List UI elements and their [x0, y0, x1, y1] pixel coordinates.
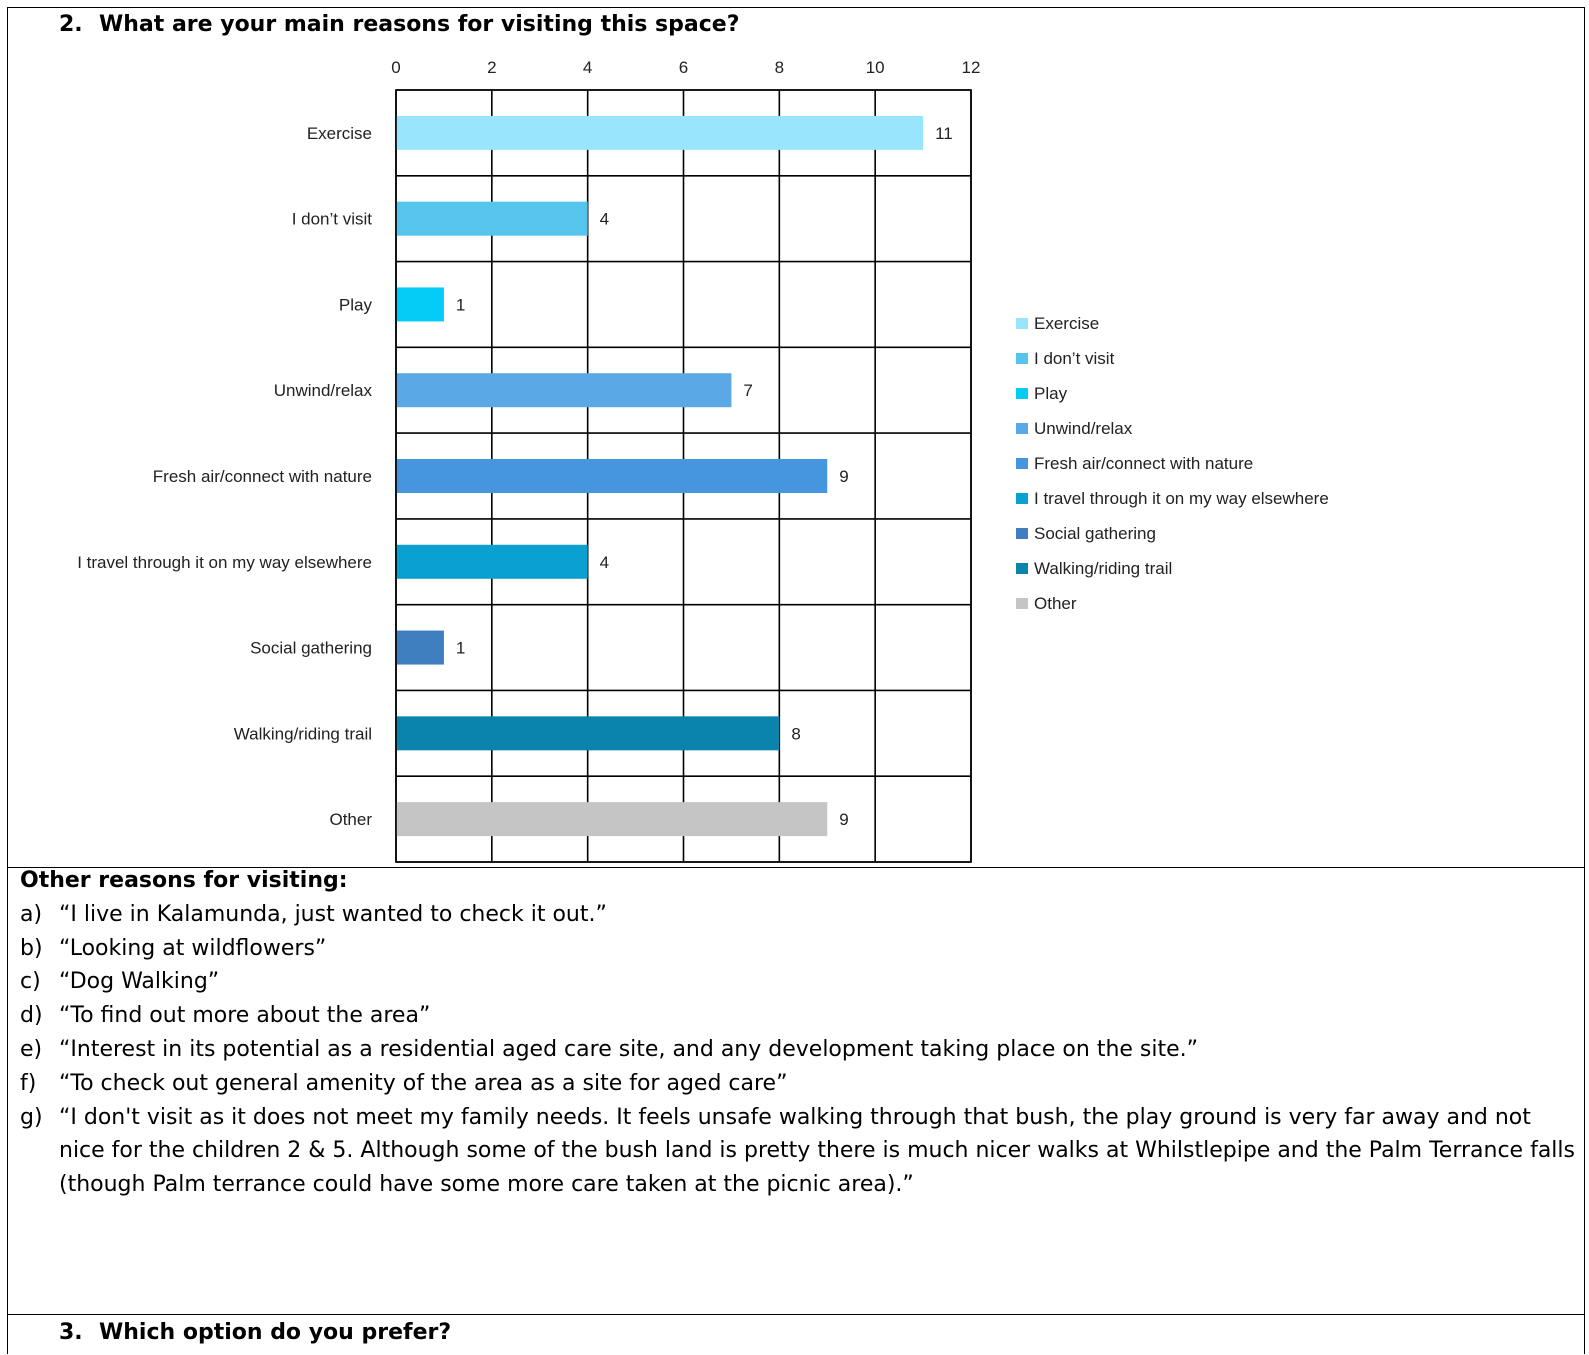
category-label: Social gathering	[250, 639, 372, 658]
legend-swatch	[1016, 528, 1028, 539]
legend-item: I travel through it on my way elsewhere	[1016, 481, 1329, 516]
list-item-text: “Interest in its potential as a resident…	[59, 1036, 1199, 1062]
legend-item: Fresh air/connect with nature	[1016, 446, 1329, 481]
data-label: 1	[456, 295, 465, 314]
list-item-text: “Looking at wildflowers”	[59, 935, 327, 961]
list-item-text: “I live in Kalamunda, just wanted to che…	[59, 901, 607, 927]
list-item: f) “To check out general amenity of the a…	[20, 1067, 1575, 1101]
list-item: e) “Interest in its potential as a reside…	[20, 1033, 1575, 1067]
legend-item: Unwind/relax	[1016, 411, 1329, 446]
list-item: g) “I don't visit as it does not meet my …	[20, 1101, 1575, 1202]
data-label: 7	[743, 381, 752, 400]
list-item-text: “To check out general amenity of the are…	[59, 1070, 788, 1096]
x-tick-label: 12	[962, 58, 981, 77]
x-tick-label: 6	[679, 58, 688, 77]
list-item-letter: d)	[20, 1003, 43, 1029]
other-reasons-section: Other reasons for visiting: a) “I live in…	[20, 864, 1575, 1202]
legend-label: Walking/riding trail	[1034, 558, 1173, 578]
legend-item: Other	[1016, 586, 1329, 621]
legend-item: I don’t visit	[1016, 341, 1329, 376]
bar	[396, 373, 732, 408]
question-2-text: What are your main reasons for visiting …	[99, 12, 740, 37]
x-tick-label: 0	[391, 58, 400, 77]
legend-swatch	[1016, 353, 1028, 364]
other-reasons-list: a) “I live in Kalamunda, just wanted to c…	[20, 898, 1575, 1202]
x-tick-label: 4	[583, 58, 592, 77]
list-item-letter: b)	[20, 935, 43, 961]
list-item: b) “Looking at wildflowers”	[20, 932, 1575, 966]
data-label: 9	[839, 467, 848, 486]
legend-label: Fresh air/connect with nature	[1034, 453, 1254, 473]
category-label: Unwind/relax	[274, 381, 373, 400]
legend-swatch	[1016, 563, 1028, 574]
list-item-text: “To find out more about the area”	[59, 1003, 431, 1029]
category-label: Exercise	[307, 124, 372, 143]
legend-item: Social gathering	[1016, 516, 1329, 551]
plot-border	[395, 89, 972, 863]
list-item-letter: a)	[20, 901, 43, 927]
list-item-letter: c)	[20, 969, 41, 995]
list-item: d) “To find out more about the area”	[20, 999, 1575, 1033]
legend-item: Walking/riding trail	[1016, 551, 1329, 586]
list-item: a) “I live in Kalamunda, just wanted to c…	[20, 898, 1575, 932]
bar	[396, 459, 828, 493]
question-2-number: 2.	[59, 12, 83, 37]
category-label: I travel through it on my way elsewhere	[77, 553, 372, 572]
bar	[396, 544, 588, 579]
legend-label: I travel through it on my way elsewhere	[1034, 488, 1329, 508]
list-item-text: “I don't visit as it does not meet my fa…	[59, 1104, 1575, 1198]
legend-item: Exercise	[1016, 306, 1329, 341]
legend-item: Play	[1016, 376, 1329, 411]
category-label: Other	[329, 810, 372, 829]
list-item-letter: e)	[20, 1036, 43, 1062]
legend-swatch	[1016, 318, 1028, 329]
question-3-text: Which option do you prefer?	[99, 1320, 452, 1345]
data-label: 11	[935, 124, 953, 143]
bar	[396, 201, 588, 236]
question-2-heading: 2. What are your main reasons for visitin…	[59, 12, 739, 37]
legend-swatch	[1016, 423, 1028, 434]
section-divider	[7, 867, 1585, 868]
data-label: 9	[839, 810, 848, 829]
legend-label: Social gathering	[1034, 523, 1156, 543]
category-label: Fresh air/connect with nature	[153, 467, 372, 486]
data-label: 4	[600, 553, 609, 572]
bar-chart: 0 2 4 6 8 10 12 Exercise 11 I don’t visit 4 Play 1 Un…	[77, 58, 981, 863]
x-tick-label: 10	[866, 58, 885, 77]
legend-swatch	[1016, 493, 1028, 504]
bar	[396, 115, 924, 150]
question-3-number: 3.	[59, 1320, 83, 1345]
bar	[396, 716, 780, 751]
legend-label: Unwind/relax	[1034, 418, 1133, 438]
legend-swatch	[1016, 458, 1028, 469]
x-tick-label: 8	[775, 58, 784, 77]
bar	[396, 802, 828, 837]
legend-label: I don’t visit	[1034, 348, 1115, 368]
chart-legend: Exercise I don’t visit Play Unwind/relax Fre…	[1016, 306, 1329, 621]
list-item: c) “Dog Walking”	[20, 965, 1575, 999]
data-label: 8	[791, 724, 800, 743]
legend-swatch	[1016, 598, 1028, 609]
legend-swatch	[1016, 388, 1028, 399]
question-3-heading: 3. Which option do you prefer?	[59, 1320, 451, 1345]
data-label: 4	[600, 210, 609, 229]
list-item-text: “Dog Walking”	[59, 969, 220, 995]
x-tick-label: 2	[487, 58, 496, 77]
legend-label: Exercise	[1034, 313, 1100, 333]
list-item-letter: g)	[20, 1104, 43, 1130]
list-item-letter: f)	[20, 1070, 37, 1096]
other-reasons-title: Other reasons for visiting:	[20, 868, 348, 893]
data-label: 1	[456, 639, 465, 658]
legend-label: Play	[1034, 383, 1068, 403]
bar	[396, 630, 444, 665]
legend-label: Other	[1034, 593, 1077, 613]
category-label: Walking/riding trail	[234, 724, 372, 743]
document-frame	[7, 7, 1585, 1354]
section-divider	[7, 1314, 1585, 1315]
category-label: Play	[339, 295, 373, 314]
category-label: I don’t visit	[292, 210, 373, 229]
bar	[396, 287, 444, 322]
